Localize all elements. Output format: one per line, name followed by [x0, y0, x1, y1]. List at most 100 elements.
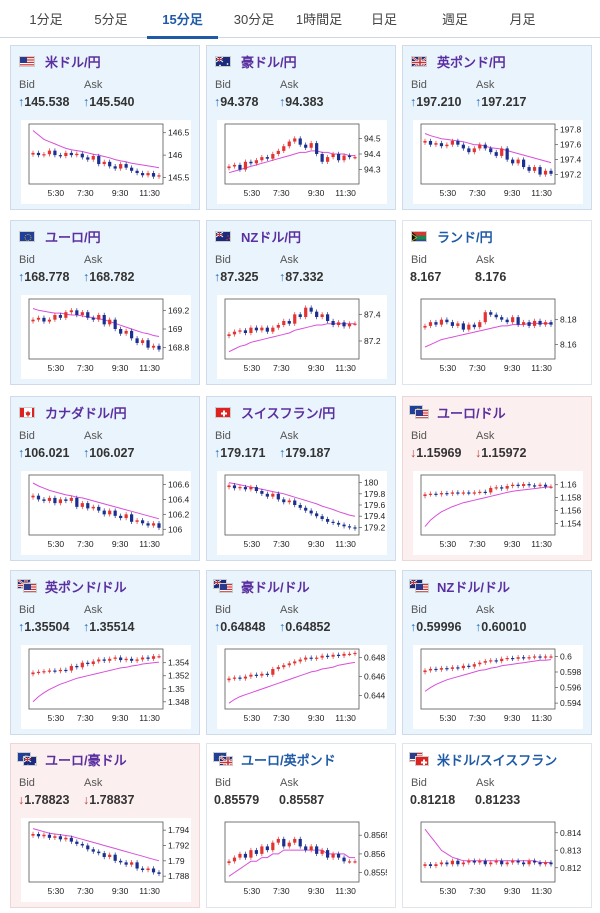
candle	[527, 858, 531, 867]
price-chart[interactable]: 0.648 0.646 0.644 5:30 7:30 9:30 11:30	[217, 645, 387, 729]
price-chart[interactable]: 146.5 146 145.5 5:30 7:30 9:30 11:30	[21, 120, 191, 204]
candle	[309, 508, 313, 516]
candle	[53, 495, 57, 506]
tab-1min[interactable]: 1分足	[29, 12, 63, 27]
y-tick-label: 1.788	[168, 871, 190, 881]
candle	[91, 153, 95, 162]
candle	[108, 317, 112, 327]
currency-card[interactable]: カナダドル/円 Bid Ask ↑106.021 ↑106.027 106.6 106.4 1…	[10, 396, 200, 561]
currency-card[interactable]: ユーロ/英ポンドBidAsk0.855790.855870.85650.8560…	[206, 743, 396, 908]
price-chart[interactable]: 180 179.8 179.6 179.4 179.2 5:30 7:30 9:30 11:30	[217, 471, 387, 555]
currency-pair-title[interactable]: スイスフラン/円	[241, 406, 336, 421]
candle	[75, 663, 79, 670]
currency-pair-title[interactable]: NZドル/ドル	[437, 580, 510, 595]
candle	[483, 858, 487, 867]
candle	[130, 512, 134, 525]
currency-pair-title[interactable]: 米ドル/円	[45, 55, 101, 70]
candle	[31, 317, 35, 324]
arrow-up-icon: ↑	[214, 270, 221, 284]
currency-card[interactable]: 米ドル/スイスフラン Bid Ask 0.81218 0.81233 0.814 0.813…	[402, 743, 592, 908]
currency-card[interactable]: 豪ドル/ドル Bid Ask ↑0.64848 ↑0.64852 0.648 0.646 0.…	[206, 570, 396, 735]
tab-30min[interactable]: 30分足	[233, 12, 275, 27]
ask-price-value: 0.85587	[279, 793, 325, 807]
currency-card[interactable]: 英ポンド/円 Bid Ask ↑197.210 ↑197.217 197.8 197.6 19…	[402, 45, 592, 210]
currency-pair-title[interactable]: ユーロ/豪ドル	[45, 753, 127, 768]
candle	[304, 305, 308, 320]
candle	[31, 493, 35, 500]
bid-price: ↑0.64848	[214, 620, 265, 634]
currency-card[interactable]: 英ポンド/ドル Bid Ask ↑1.35504 ↑1.35514 1.354 1.352 1…	[10, 570, 200, 735]
currency-pair-title[interactable]: 豪ドル/円	[241, 55, 297, 70]
candle	[315, 844, 319, 857]
y-tick-label: 0.596	[560, 683, 582, 693]
candle	[293, 836, 297, 845]
y-tick-label: 87.2	[364, 336, 381, 346]
currency-card[interactable]: NZドル/ドル Bid Ask ↑0.59996 ↑0.60010 0.6 0.598 0.5…	[402, 570, 592, 735]
price-chart[interactable]: 94.5 94.4 94.3 5:30 7:30 9:30 11:30	[217, 120, 387, 204]
candle	[119, 161, 123, 171]
tab-monthly[interactable]: 月足	[509, 12, 536, 27]
candle	[538, 318, 542, 327]
tab-15min[interactable]: 15分足	[147, 0, 218, 39]
candle	[494, 149, 498, 159]
tab-daily[interactable]: 日足	[370, 12, 397, 27]
candle	[135, 860, 139, 871]
currency-pair-title[interactable]: 英ポンド/円	[437, 55, 506, 70]
currency-card[interactable]: 米ドル/円 Bid Ask ↑145.538 ↑145.540 146.5 146 145.5…	[10, 45, 200, 210]
candle	[249, 672, 253, 679]
ask-price-value: 106.027	[89, 446, 135, 460]
bid-price: ↑197.210	[410, 95, 461, 109]
ask-price: ↑1.35514	[83, 620, 134, 634]
tab-weekly[interactable]: 週足	[441, 12, 468, 27]
y-tick-label: 168.8	[168, 343, 190, 353]
currency-pair-title[interactable]: NZドル/円	[241, 230, 301, 245]
candle	[489, 658, 493, 664]
candle	[130, 860, 134, 867]
currency-pair-title[interactable]: ユーロ/英ポンド	[241, 753, 336, 768]
price-chart[interactable]: 1.16 1.158 1.156 1.154 5:30 7:30 9:30 11:30	[413, 471, 583, 555]
moving-average-line	[228, 482, 356, 517]
currency-card[interactable]: ユーロ/豪ドル Bid Ask ↓1.78823 ↓1.78837 1.794 1.792 1…	[10, 743, 200, 908]
tab-5min[interactable]: 5分足	[94, 12, 128, 27]
ask-price-value: 8.176	[475, 270, 507, 284]
y-tick-label: 146	[168, 150, 182, 160]
currency-pair-title[interactable]: ランド/円	[437, 230, 493, 245]
candle	[42, 668, 46, 675]
price-chart[interactable]: 0.814 0.813 0.812 5:30 7:30 9:30 11:30	[413, 818, 583, 902]
bid-price: 0.81218	[410, 793, 455, 807]
candle	[347, 524, 352, 530]
currency-card[interactable]: スイスフラン/円 Bid Ask ↑179.171 ↑179.187 180 179.8 17…	[206, 396, 396, 561]
candle	[456, 138, 460, 147]
currency-pair-title[interactable]: 米ドル/スイスフラン	[437, 753, 558, 768]
price-chart[interactable]: 197.8 197.6 197.4 197.2 5:30 7:30 9:30 11:30	[413, 120, 583, 204]
currency-pair-title[interactable]: 豪ドル/ドル	[241, 580, 310, 595]
bid-label: Bid	[411, 79, 427, 91]
price-chart[interactable]: 0.6 0.598 0.596 0.594 5:30 7:30 9:30 11:30	[413, 645, 583, 729]
currency-card[interactable]: 豪ドル/円 Bid Ask ↑94.378 ↑94.383 94.5 94.4 94.3 5:3…	[206, 45, 396, 210]
candle	[505, 655, 509, 662]
currency-pair-title[interactable]: ユーロ/ドル	[437, 406, 506, 421]
price-chart[interactable]: 1.794 1.792 1.79 1.788 5:30 7:30 9:30 11:30	[21, 818, 191, 902]
currency-card[interactable]: ランド/円 Bid Ask 8.167 8.176 8.18 8.16 5:30 7:30 9:3…	[402, 220, 592, 385]
candle	[119, 513, 123, 521]
currency-card[interactable]: ユーロ/ドル Bid Ask ↓1.15969 ↓1.15972 1.16 1.158 1.1…	[402, 396, 592, 561]
price-chart[interactable]: 87.4 87.2 5:30 7:30 9:30 11:30	[217, 295, 387, 379]
candle	[282, 143, 286, 154]
candle	[64, 309, 68, 321]
currency-pair-title[interactable]: 英ポンド/ドル	[45, 580, 127, 595]
price-chart[interactable]: 1.354 1.352 1.35 1.348 5:30 7:30 9:30 11:30	[21, 645, 191, 729]
price-chart[interactable]: 169.2 169 168.8 5:30 7:30 9:30 11:30	[21, 295, 191, 379]
tab-1hour[interactable]: 1時間足	[295, 12, 343, 27]
currency-card[interactable]: ユーロ/円 Bid Ask ↑168.778 ↑168.782 169.2 169 168.8…	[10, 220, 200, 385]
candle	[75, 151, 79, 158]
y-tick-label: 106.4	[168, 494, 190, 504]
currency-pair-title[interactable]: カナダドル/円	[45, 406, 127, 421]
candle	[472, 661, 476, 669]
candle	[243, 851, 248, 860]
currency-pair-title[interactable]: ユーロ/円	[45, 230, 101, 245]
price-chart[interactable]: 8.18 8.16 5:30 7:30 9:30 11:30	[413, 295, 583, 379]
candle	[326, 312, 330, 324]
currency-card[interactable]: NZドル/円 Bid Ask ↑87.325 ↑87.332 87.4 87.2 5:30 7:…	[206, 220, 396, 385]
price-chart[interactable]: 106.6 106.4 106.2 106 5:30 7:30 9:30 11:30	[21, 471, 191, 555]
